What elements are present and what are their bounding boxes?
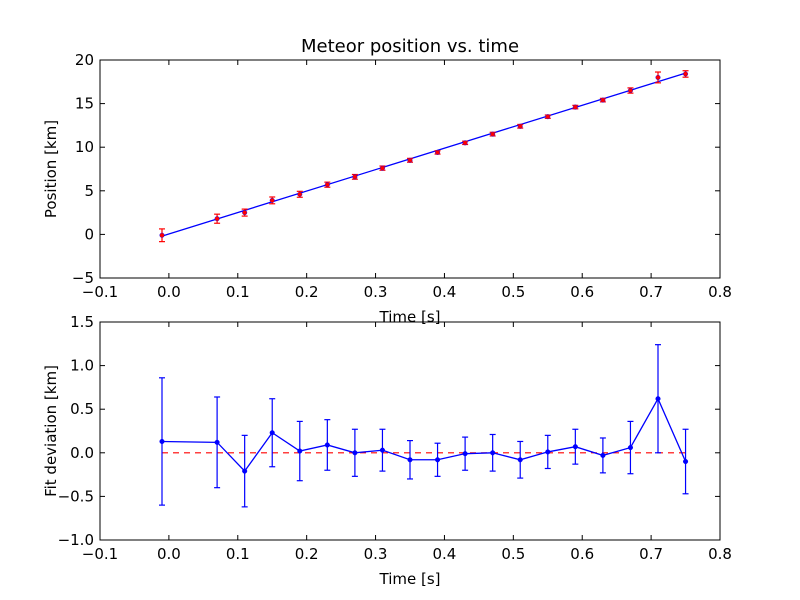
x-tick-label: 0.5 xyxy=(501,545,525,563)
y-tick-label: 20 xyxy=(75,51,94,69)
data-point xyxy=(269,430,275,436)
y-tick-label: −1.0 xyxy=(58,531,94,549)
data-point xyxy=(600,97,606,103)
y-tick-label: 1.0 xyxy=(70,357,94,375)
data-point xyxy=(572,444,578,450)
top-plot-area xyxy=(159,70,689,243)
data-point xyxy=(297,448,303,454)
y-tick-label: 1.5 xyxy=(70,313,94,331)
data-point xyxy=(517,123,523,129)
bottom-plot: −0.1 0.0 0.1 0.2 0.3 0.4 0.5 0.6 0.7 0.8 −1.0 −0.5 0… xyxy=(42,313,732,588)
x-tick-label: −0.1 xyxy=(82,283,118,301)
data-point xyxy=(683,71,689,77)
data-point xyxy=(269,197,275,203)
bottom-y-axis-label: Fit deviation [km] xyxy=(42,365,60,497)
y-tick-label: −5 xyxy=(72,269,94,287)
data-point xyxy=(545,114,551,120)
x-tick-label: 0.8 xyxy=(708,283,732,301)
data-point xyxy=(655,74,661,80)
data-point xyxy=(214,216,220,222)
bottom-plot-area xyxy=(159,344,689,508)
data-point xyxy=(352,450,358,456)
x-tick-label: −0.1 xyxy=(82,545,118,563)
data-point xyxy=(462,140,468,146)
y-tick-label: 0.5 xyxy=(70,400,94,418)
x-tick-label: 0.4 xyxy=(433,283,457,301)
data-point xyxy=(297,191,303,197)
data-point xyxy=(627,88,633,94)
data-point xyxy=(159,232,165,238)
y-tick-label: 0 xyxy=(84,225,94,243)
x-tick-label: 0.1 xyxy=(226,545,250,563)
data-point xyxy=(490,131,496,137)
data-point xyxy=(242,210,248,216)
bottom-axes-frame xyxy=(99,321,721,541)
y-tick-label: 10 xyxy=(75,138,94,156)
x-tick-label: 0.3 xyxy=(364,545,388,563)
top-x-axis-label: Time [s] xyxy=(379,308,441,326)
data-point xyxy=(490,450,496,456)
data-point xyxy=(435,149,441,155)
x-tick-label: 0.6 xyxy=(570,545,594,563)
data-point xyxy=(324,442,330,448)
data-point xyxy=(683,458,689,465)
data-point xyxy=(242,468,248,474)
x-tick-label: 0.8 xyxy=(708,545,732,563)
data-point xyxy=(159,438,165,445)
x-tick-label: 0.5 xyxy=(501,283,525,301)
y-tick-label: −0.5 xyxy=(58,487,94,505)
data-point xyxy=(407,457,413,463)
data-point xyxy=(379,447,385,453)
data-point xyxy=(352,174,358,180)
x-tick-label: 0.7 xyxy=(639,545,663,563)
data-point xyxy=(462,451,468,457)
top-axes-frame xyxy=(99,59,721,279)
x-tick-label: 0.3 xyxy=(364,283,388,301)
data-point xyxy=(379,165,385,171)
x-tick-label: 0.2 xyxy=(295,545,319,563)
y-tick-label: 5 xyxy=(84,182,94,200)
x-tick-label: 0.2 xyxy=(295,283,319,301)
data-point xyxy=(545,449,551,455)
x-tick-label: 0.0 xyxy=(157,283,181,301)
y-tick-label: 15 xyxy=(75,95,94,113)
data-point xyxy=(435,457,441,463)
data-point xyxy=(600,452,606,458)
data-point xyxy=(572,104,578,110)
top-chart-title: Meteor position vs. time xyxy=(301,36,519,57)
data-point xyxy=(324,182,330,188)
data-point xyxy=(655,396,661,402)
top-y-axis-label: Position [km] xyxy=(42,120,60,218)
data-point xyxy=(517,457,523,463)
y-tick-label: 0.0 xyxy=(70,444,94,462)
fit-line xyxy=(161,72,686,237)
x-tick-label: 0.1 xyxy=(226,283,250,301)
data-point xyxy=(627,445,633,451)
x-tick-label: 0.6 xyxy=(570,283,594,301)
data-point xyxy=(214,439,220,445)
x-tick-label: 0.7 xyxy=(639,283,663,301)
bottom-x-axis-label: Time [s] xyxy=(379,570,441,588)
x-tick-label: 0.0 xyxy=(157,545,181,563)
x-tick-label: 0.4 xyxy=(433,545,457,563)
data-point xyxy=(407,157,413,163)
